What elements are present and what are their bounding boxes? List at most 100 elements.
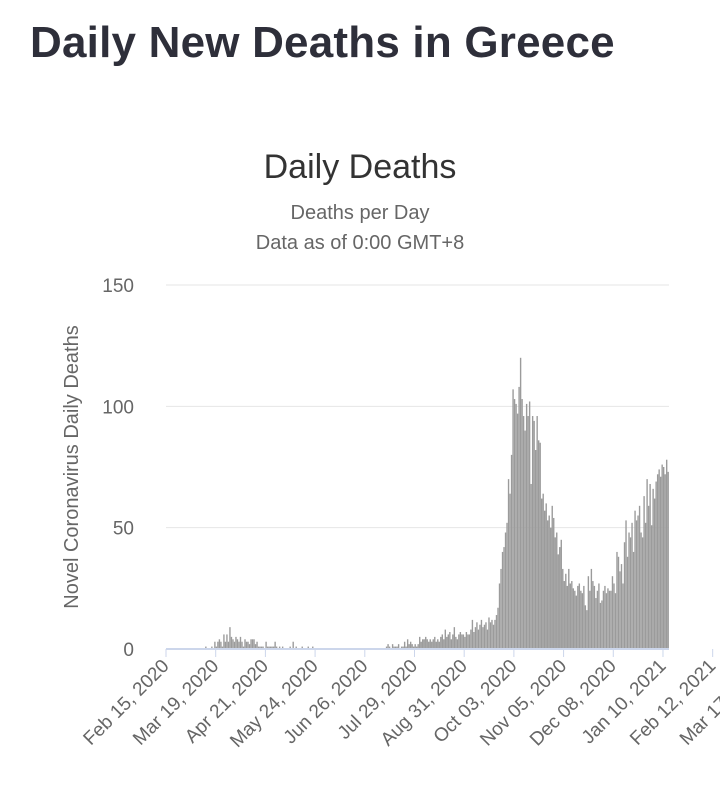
bar	[251, 639, 254, 649]
bar	[468, 634, 471, 649]
bar	[580, 590, 582, 649]
bar	[625, 520, 627, 649]
bar	[438, 641, 440, 649]
y-tick-label: 150	[102, 276, 134, 297]
bar	[419, 636, 421, 649]
bar	[391, 644, 394, 649]
bar	[441, 634, 443, 649]
bar	[444, 629, 446, 649]
bar	[253, 639, 255, 649]
bar	[226, 634, 228, 649]
bar	[482, 627, 484, 649]
bar	[494, 619, 496, 649]
bar	[507, 479, 510, 649]
bar	[400, 646, 403, 649]
bar	[483, 624, 486, 649]
bar	[470, 629, 472, 649]
bar	[450, 639, 453, 649]
bar	[488, 617, 490, 649]
bar	[214, 641, 216, 649]
bar	[275, 646, 278, 649]
bar	[593, 585, 596, 649]
bar	[525, 403, 528, 649]
bar	[489, 622, 492, 649]
bar	[417, 644, 419, 649]
bar	[595, 598, 597, 649]
bar	[562, 568, 564, 649]
bar	[586, 610, 588, 649]
bar	[271, 646, 273, 649]
bar	[613, 583, 615, 649]
bar	[536, 416, 538, 649]
bar	[664, 474, 666, 649]
bar	[506, 522, 508, 649]
x-tick-label: Aug 31, 2020	[377, 656, 472, 751]
bar	[480, 619, 483, 649]
bar	[491, 619, 493, 649]
bar	[587, 576, 590, 649]
bar	[452, 634, 454, 649]
bar	[218, 639, 221, 649]
bar	[516, 413, 519, 649]
bar	[533, 420, 535, 649]
chart-subtitle: Deaths per Day	[290, 202, 430, 224]
bar	[557, 554, 559, 649]
bar	[665, 459, 668, 649]
bar	[256, 641, 258, 649]
bar	[292, 641, 294, 649]
bar	[637, 515, 639, 649]
bar	[528, 401, 531, 649]
bar	[429, 639, 431, 649]
bar	[640, 532, 642, 649]
bar	[554, 537, 556, 649]
bar	[412, 646, 415, 649]
bar	[498, 583, 501, 649]
bar	[524, 430, 526, 649]
bar	[250, 639, 252, 649]
bar	[485, 622, 487, 649]
bar	[211, 646, 213, 649]
bar	[658, 469, 660, 649]
bar	[462, 634, 465, 649]
bar	[453, 627, 456, 649]
bar	[655, 481, 657, 649]
bar	[531, 416, 534, 649]
bar	[245, 641, 248, 649]
bar	[611, 576, 614, 649]
bar	[632, 551, 635, 649]
bar	[239, 636, 242, 649]
bar	[215, 646, 218, 649]
bar	[414, 644, 416, 649]
bar	[641, 537, 644, 649]
bar	[479, 624, 481, 649]
y-tick-label: 50	[113, 519, 134, 540]
bar	[301, 646, 303, 649]
bar	[477, 629, 480, 649]
bar	[650, 525, 653, 649]
bar	[278, 646, 281, 649]
bar	[242, 646, 245, 649]
bar	[649, 483, 651, 649]
bar	[620, 564, 623, 649]
bar	[644, 522, 647, 649]
chart-title: Daily Deaths	[263, 148, 457, 186]
bar	[409, 641, 412, 649]
bar	[559, 547, 561, 649]
bar	[295, 646, 297, 649]
bar	[224, 641, 227, 649]
page-title: Daily New Deaths in Greece	[30, 18, 615, 67]
bar	[512, 389, 514, 649]
bar	[577, 585, 579, 649]
bar	[667, 471, 669, 649]
bar	[513, 399, 516, 649]
bar	[519, 357, 522, 649]
bar	[599, 602, 602, 649]
bar	[653, 498, 656, 649]
bar	[449, 632, 451, 649]
bar	[446, 636, 448, 649]
bar	[455, 636, 457, 649]
bar	[476, 622, 478, 649]
bar	[556, 532, 558, 649]
bar	[614, 593, 617, 649]
bar	[426, 639, 428, 649]
